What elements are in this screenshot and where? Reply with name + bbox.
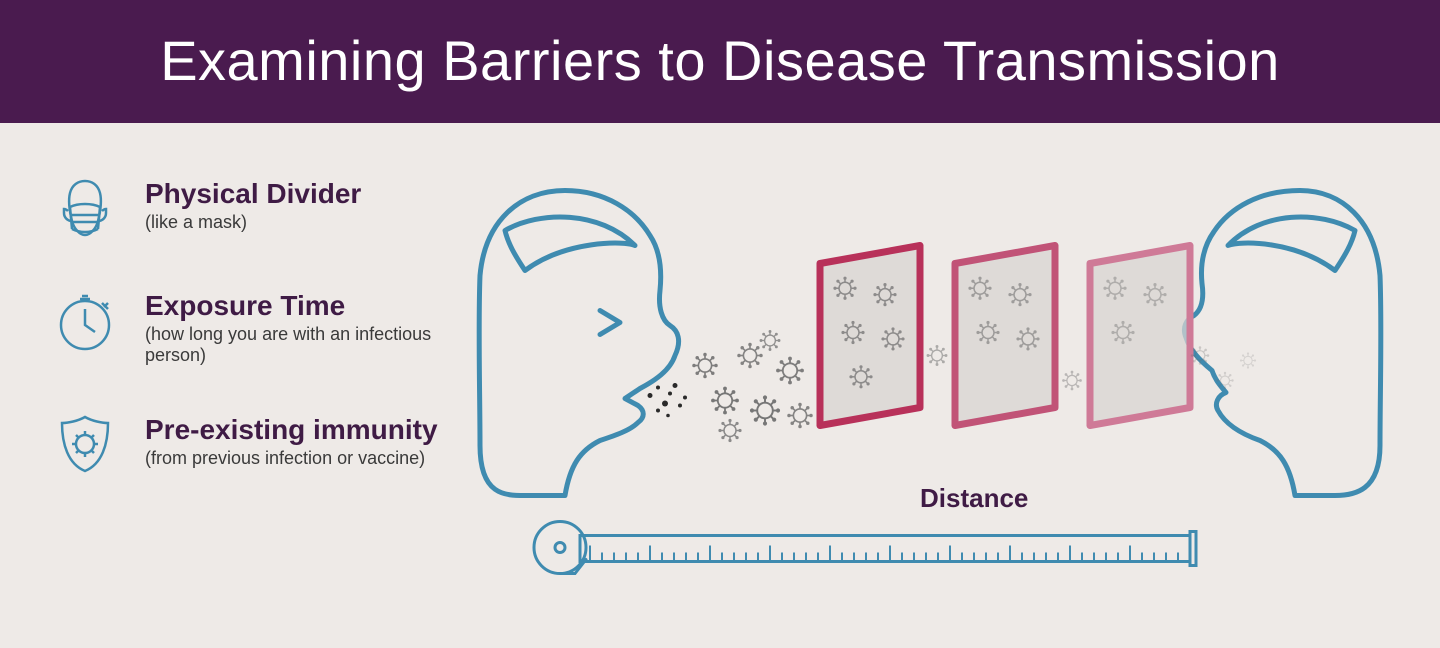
barrier-title: Exposure Time: [145, 291, 470, 322]
barrier-title: Pre-existing immunity: [145, 415, 438, 446]
barrier-text: Pre-existing immunity (from previous inf…: [145, 409, 438, 469]
distance-label: Distance: [920, 483, 1028, 514]
body-area: Physical Divider (like a mask): [0, 123, 1440, 648]
header-title: Examining Barriers to Disease Transmissi…: [40, 28, 1400, 93]
diagram-svg: [470, 153, 1390, 618]
barrier-physical-divider: Physical Divider (like a mask): [50, 173, 470, 243]
barrier-exposure-time: Exposure Time (how long you are with an …: [50, 285, 470, 367]
transmission-diagram: Distance: [470, 153, 1390, 618]
barrier-text: Exposure Time (how long you are with an …: [145, 285, 470, 367]
barrier-subtitle: (like a mask): [145, 212, 361, 234]
barrier-subtitle: (how long you are with an infectious per…: [145, 324, 470, 367]
clock-icon: [50, 285, 120, 355]
shield-icon: [50, 409, 120, 479]
mask-icon: [50, 173, 120, 243]
infographic-container: Examining Barriers to Disease Transmissi…: [0, 0, 1440, 621]
barriers-list: Physical Divider (like a mask): [50, 153, 470, 618]
header-banner: Examining Barriers to Disease Transmissi…: [0, 0, 1440, 123]
barrier-title: Physical Divider: [145, 179, 361, 210]
barrier-text: Physical Divider (like a mask): [145, 173, 361, 233]
barrier-subtitle: (from previous infection or vaccine): [145, 448, 438, 470]
barrier-immunity: Pre-existing immunity (from previous inf…: [50, 409, 470, 479]
